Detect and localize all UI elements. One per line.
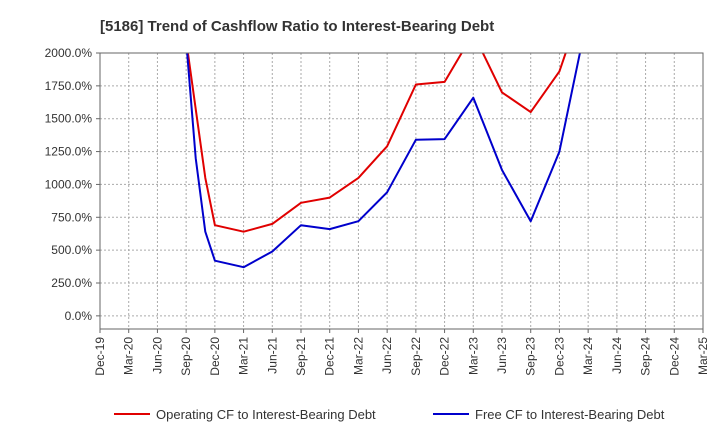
series-layer <box>186 53 581 269</box>
y-tick-label: 1250.0% <box>45 145 93 159</box>
series-line-free-cf <box>186 53 581 269</box>
legend-label: Operating CF to Interest-Bearing Debt <box>156 407 376 422</box>
y-tick-label: 750.0% <box>51 210 92 224</box>
x-tick-label: Sep-23 <box>524 337 538 376</box>
y-tick-label: 500.0% <box>51 243 92 257</box>
x-tick-label: Sep-20 <box>179 337 193 376</box>
x-tick-label: Dec-20 <box>208 337 222 376</box>
y-tick-label: 0.0% <box>65 309 93 323</box>
x-tick-label: Mar-22 <box>351 337 365 375</box>
x-tick-label: Mar-25 <box>696 337 710 375</box>
x-tick-label: Jun-21 <box>265 337 279 374</box>
legend: Operating CF to Interest-Bearing Debt Fre… <box>114 407 665 422</box>
x-tick-label: Jun-20 <box>150 337 164 374</box>
x-tick-label: Mar-21 <box>237 337 251 375</box>
x-tick-label: Mar-23 <box>466 337 480 375</box>
x-tick-label: Sep-24 <box>639 337 653 376</box>
x-tick-label: Mar-20 <box>122 337 136 375</box>
x-tick-label: Jun-23 <box>495 337 509 374</box>
x-tick-label: Jun-22 <box>380 337 394 374</box>
x-tick-label: Jun-24 <box>610 337 624 374</box>
plot-border <box>99 52 704 330</box>
x-tick-label: Dec-22 <box>438 337 452 376</box>
chart-title: [5186] Trend of Cashflow Ratio to Intere… <box>100 18 494 35</box>
y-tick-label: 250.0% <box>51 276 92 290</box>
x-tick-label: Dec-21 <box>323 337 337 376</box>
x-tick-label: Sep-22 <box>409 337 423 376</box>
y-tick-label: 1500.0% <box>45 112 93 126</box>
y-axis-ticks: 2000.0% 1750.0% 1500.0% 1250.0% 1000.0% 750.0… <box>45 46 100 323</box>
x-tick-label: Dec-23 <box>552 337 566 376</box>
legend-label: Free CF to Interest-Bearing Debt <box>475 407 665 422</box>
y-tick-label: 1000.0% <box>45 177 93 191</box>
x-tick-label: Sep-21 <box>294 337 308 376</box>
y-tick-label: 2000.0% <box>45 46 93 60</box>
series-line-operating-cf <box>186 53 567 233</box>
x-tick-label: Dec-24 <box>667 337 681 376</box>
x-tick-label: Dec-19 <box>93 337 107 376</box>
y-tick-label: 1750.0% <box>45 79 93 93</box>
x-tick-label: Mar-24 <box>581 337 595 375</box>
x-axis-ticks: Dec-19 Mar-20 Jun-20 Sep-20 Dec-20 Mar-21 Jun-… <box>93 329 710 376</box>
